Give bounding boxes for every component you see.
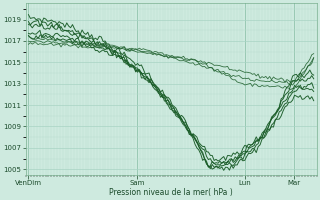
X-axis label: Pression niveau de la mer( hPa ): Pression niveau de la mer( hPa ) bbox=[109, 188, 233, 197]
